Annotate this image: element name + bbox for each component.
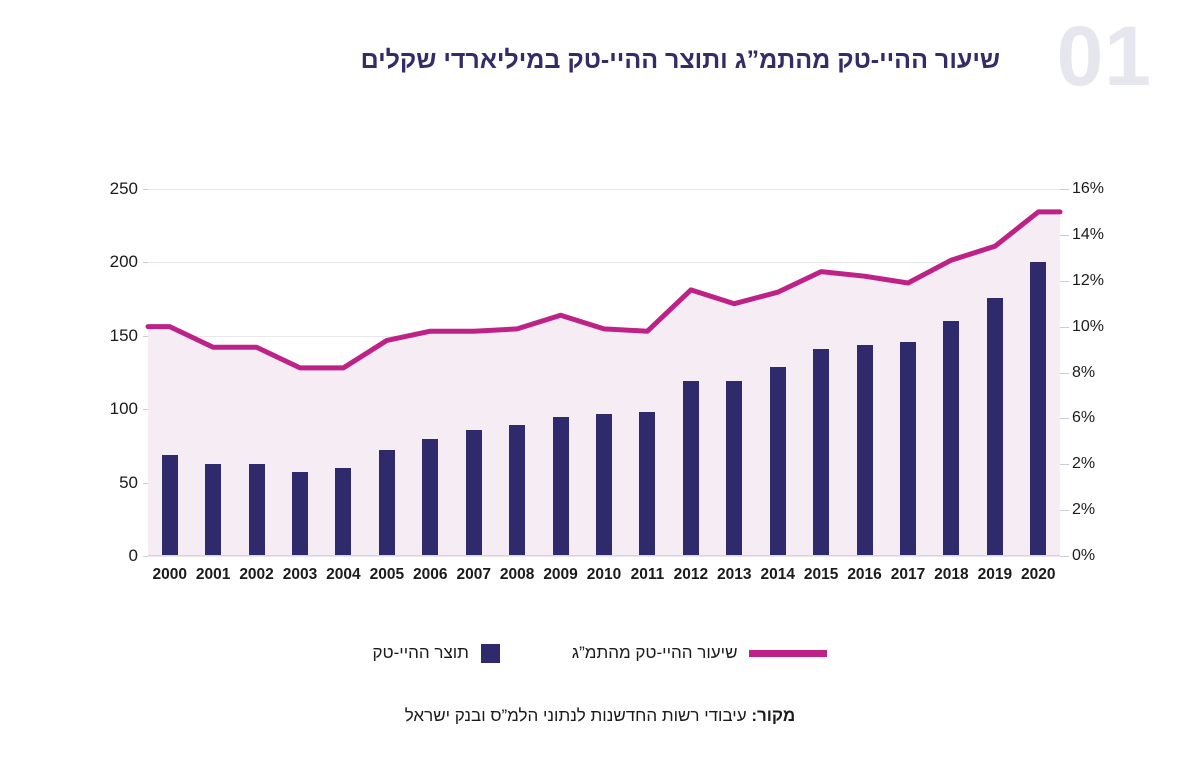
x-axis-tick-2001: 2001: [195, 566, 231, 583]
bar-2004: [335, 467, 352, 556]
y-axis-right-tick: 8%: [1060, 364, 1132, 382]
y-axis-left-tick: 250: [78, 179, 152, 199]
bar-2017: [900, 341, 916, 556]
x-axis-tick-2009: 2009: [543, 566, 578, 583]
x-axis-tick-2011: 2011: [630, 566, 665, 583]
x-axis-tick-2016: 2016: [847, 566, 882, 583]
x-axis-tick-2012: 2012: [673, 566, 709, 583]
legend-label: שיעור ההיי-טק מהתמ”ג: [571, 643, 738, 662]
gridline: [148, 556, 1060, 557]
y-axis-left-tick: 200: [78, 252, 152, 272]
source-prefix: מקור:: [751, 706, 796, 725]
legend-item-hitech-output[interactable]: תוצר ההיי-טק: [373, 643, 500, 663]
y-axis-right-tick: 12%: [1060, 272, 1132, 290]
y-axis-right-tick: 0%: [1060, 547, 1132, 565]
gridline: [148, 189, 1060, 190]
page-title: שיעור ההיי-טק מהתמ”ג ותוצר ההיי-טק במילי…: [360, 46, 1000, 74]
bar-2001: [205, 463, 222, 556]
bar-2007: [465, 429, 482, 556]
x-axis-tick-2019: 2019: [977, 566, 1013, 583]
y-axis-right-tick: 2%: [1060, 501, 1132, 519]
bar-2016: [856, 344, 873, 556]
square-swatch-icon: [480, 643, 500, 663]
x-axis-tick-2010: 2010: [586, 566, 622, 583]
bar-2000: [161, 454, 178, 556]
bar-2019: [986, 297, 1003, 556]
gridline: [148, 262, 1060, 264]
y-axis-right-tick: 14%: [1060, 226, 1132, 244]
bar-2006: [422, 438, 439, 556]
y-axis-right-tick: 6%: [1060, 409, 1132, 427]
y-axis-left-tick: 50: [78, 473, 152, 493]
x-axis-tick-2000: 2000: [152, 566, 187, 583]
bar-2015: [813, 349, 830, 556]
y-axis-left-tick: 150: [78, 326, 152, 346]
x-axis-tick-2003: 2003: [282, 566, 318, 583]
y-axis-right-tick: 16%: [1060, 180, 1132, 198]
x-axis-tick-2020: 2020: [1021, 566, 1056, 583]
chart-header: 01 שיעור ההיי-טק מהתמ”ג ותוצר ההיי-טק במ…: [0, 0, 1200, 130]
bar-2002: [248, 463, 265, 556]
x-axis-tick-2005: 2005: [369, 566, 405, 583]
x-axis-baseline: [148, 555, 1060, 556]
legend-item-hitech-share[interactable]: שיעור ההיי-טק מהתמ”ג: [572, 643, 828, 663]
x-axis-tick-2015: 2015: [803, 566, 839, 583]
bar-2009: [552, 416, 569, 556]
y-axis-right-tick: 2%: [1060, 455, 1132, 473]
source-text: עיבודי רשות החדשנות לנתוני הלמ”ס ובנק יש…: [404, 706, 747, 725]
bar-2005: [378, 450, 395, 556]
section-number: 01: [1056, 9, 1152, 103]
chart-legend: תוצר ההיי-טק שיעור ההיי-טק מהתמ”ג: [0, 636, 1200, 670]
x-axis-tick-2008: 2008: [499, 566, 535, 583]
line-swatch-icon: [749, 649, 828, 657]
plot-canvas: 2000 2001 2002 2003 2004 2005 2006 2007 2008 2009…: [145, 189, 1063, 583]
x-axis-tick-2007: 2007: [456, 566, 491, 583]
legend-label: תוצר ההיי-טק: [372, 643, 469, 662]
bar-2003: [292, 472, 308, 556]
bar-2013: [726, 381, 743, 556]
bar-2011: [639, 412, 656, 556]
x-axis-tick-2002: 2002: [239, 566, 274, 583]
y-axis-left-tick: 100: [78, 399, 152, 419]
x-axis-tick-2017: 2017: [890, 566, 926, 583]
bar-2014: [769, 366, 786, 556]
y-axis-right-tick: 10%: [1060, 318, 1132, 336]
bar-2018: [943, 321, 960, 556]
bar-2020: [1030, 262, 1047, 556]
bar-2010: [596, 413, 612, 556]
x-axis-tick-2014: 2014: [760, 566, 795, 583]
line-series-hitech-share: [145, 209, 1063, 556]
x-axis-tick-2013: 2013: [717, 566, 752, 583]
x-axis-tick-2006: 2006: [413, 566, 448, 583]
source-note: מקור: עיבודי רשות החדשנות לנתוני הלמ”ס ו…: [0, 706, 1200, 726]
x-axis-tick-2018: 2018: [934, 566, 969, 583]
bar-2012: [682, 381, 699, 556]
bar-2008: [509, 425, 526, 556]
x-axis-tick-2004: 2004: [326, 566, 361, 583]
y-axis-left-tick: 0: [78, 546, 152, 566]
